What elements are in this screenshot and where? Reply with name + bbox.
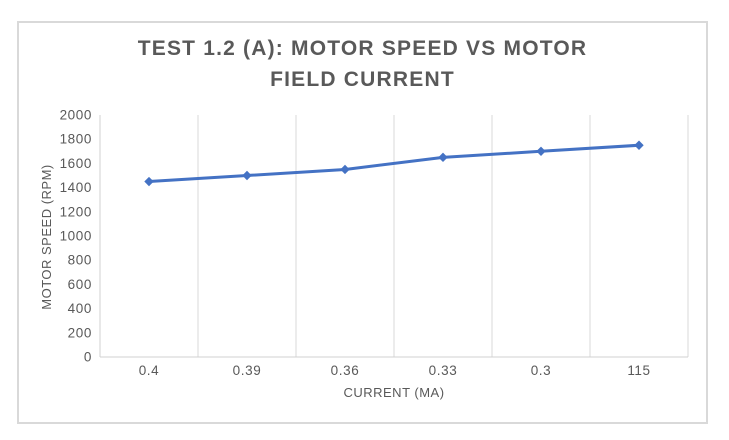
series-line [147, 143, 641, 184]
y-tick-label: 1400 [60, 180, 92, 195]
chart-title: TEST 1.2 (A): MOTOR SPEED VS MOTOR FIELD… [19, 33, 706, 95]
x-tick-label: 0.3 [531, 363, 552, 378]
y-tick-label: 1200 [60, 204, 92, 219]
y-tick-label: 400 [68, 301, 92, 316]
data-point-marker[interactable] [536, 146, 546, 156]
plot-area: 0 200 400 600 800 1000 1200 1400 1600 1800 2000 0.4… [60, 108, 689, 378]
x-axis-title: CURRENT (MA) [343, 385, 445, 400]
data-point-marker[interactable] [634, 140, 644, 150]
data-point-marker[interactable] [144, 176, 154, 187]
chart[interactable]: TEST 1.2 (A): MOTOR SPEED VS MOTOR FIELD… [17, 21, 708, 424]
x-tick-label: 115 [627, 363, 650, 378]
y-tick-label: 1000 [60, 229, 92, 244]
x-tick-label: 0.4 [139, 363, 160, 378]
y-tick-label: 200 [68, 325, 92, 340]
x-tick-label: 0.39 [233, 363, 262, 378]
y-tick-label: 600 [68, 277, 92, 292]
y-tick-label: 800 [68, 253, 92, 268]
x-tick-label: 0.36 [331, 363, 360, 378]
data-point-marker[interactable] [340, 164, 350, 175]
y-tick-label: 2000 [60, 108, 92, 123]
chart-title-line-1: TEST 1.2 (A): MOTOR SPEED VS MOTOR [137, 37, 588, 60]
data-point-marker[interactable] [438, 152, 448, 163]
y-tick-label: 1600 [60, 156, 92, 171]
data-point-marker[interactable] [242, 170, 252, 181]
x-tick-label: 0.33 [429, 363, 458, 378]
chart-title-line-2: FIELD CURRENT [270, 68, 455, 91]
y-tick-label: 1800 [60, 132, 92, 147]
y-tick-label: 0 [84, 350, 92, 365]
